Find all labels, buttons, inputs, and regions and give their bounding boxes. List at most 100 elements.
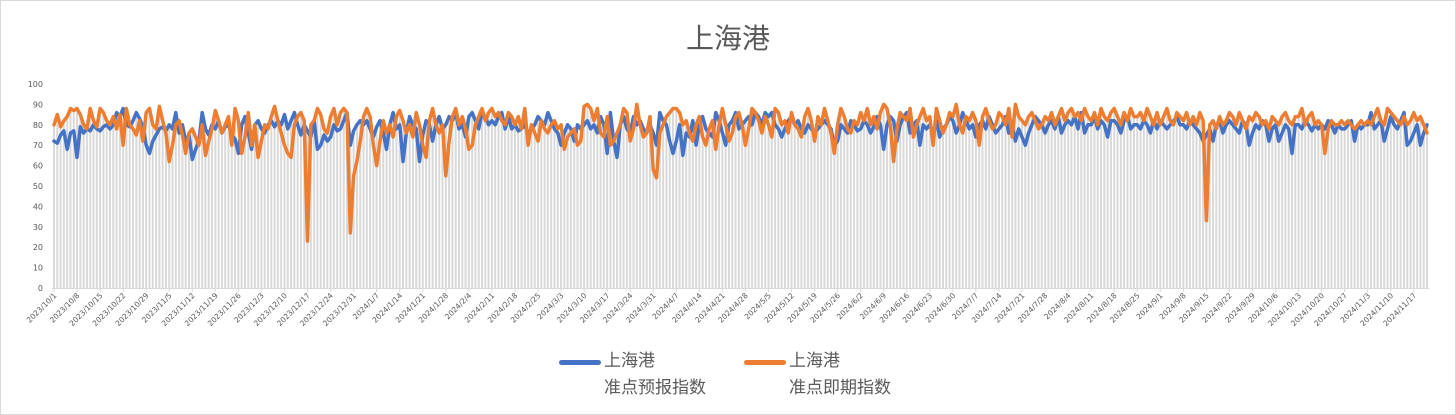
column-bar [1310,112,1313,288]
column-bar [1402,112,1405,288]
column-bar [161,120,164,288]
column-bar [711,120,714,288]
column-bar [1274,120,1277,288]
column-bar [141,126,144,288]
y-tick-label: 40 [33,202,43,211]
column-bar [1030,112,1033,288]
column-bar [612,141,615,288]
legend-item-forecast[interactable]: 上海港 准点预报指数 [559,348,706,402]
column-bar [1327,120,1330,288]
column-bar [813,132,816,288]
column-bar [589,108,592,288]
column-bar [955,104,958,289]
column-bar [1304,120,1307,288]
column-bar [487,112,490,288]
column-bar [602,124,605,288]
column-bar [793,124,796,288]
column-bar [1228,112,1231,288]
column-bar [1297,116,1300,288]
column-bar [853,120,856,288]
column-bar [148,108,151,288]
column-bar [481,108,484,288]
column-bar [112,116,115,288]
column-bar [747,116,750,288]
column-bar [85,128,88,288]
column-bar [553,120,556,288]
column-bar [760,124,763,288]
column-bar [1416,120,1419,288]
column-bar [490,108,493,288]
column-bar [622,108,625,288]
y-tick-label: 30 [33,223,43,232]
y-tick-label: 70 [33,141,43,150]
column-bar [135,112,138,288]
column-bar [606,116,609,288]
column-bar [856,124,859,288]
column-bar [260,128,263,288]
column-bar [1409,120,1412,288]
column-bar [648,116,651,288]
column-bar [912,124,915,288]
column-bar [734,112,737,288]
column-bar [1093,112,1096,288]
column-bar [1264,120,1267,288]
column-bar [181,124,184,288]
column-bar [872,116,875,288]
column-bar [787,120,790,288]
column-bar [849,120,852,288]
column-bar [69,108,72,288]
column-bar [1379,120,1382,288]
column-bar [1169,120,1172,288]
column-bar [299,112,302,288]
column-bar [1399,120,1402,288]
column-bar [461,116,464,288]
column-bar [757,116,760,288]
column-bar [1057,116,1060,288]
column-bar [527,132,530,288]
column-bar [1156,112,1159,288]
column-bar [869,124,872,288]
legend-label: 上海港 准点预报指数 [604,348,706,402]
column-bar [806,108,809,288]
column-bar [224,124,227,288]
column-bar [550,120,553,288]
column-bar [369,116,372,288]
column-bar [1123,112,1126,288]
column-bar [257,120,260,288]
column-bar [187,132,190,288]
column-bar [1073,116,1076,288]
column-bar [1014,104,1017,289]
column-bar [362,116,365,288]
legend-item-spot[interactable]: 上海港 准点即期指数 [744,348,891,402]
column-bar [823,108,826,288]
column-bar [665,116,668,288]
column-bar [270,116,273,288]
column-bar [1340,120,1343,288]
column-bar [1050,112,1053,288]
y-tick-label: 10 [33,264,43,273]
column-bar [497,112,500,288]
column-bar [1363,124,1366,288]
column-bar [1284,112,1287,288]
column-bar [731,120,734,288]
column-bar [1221,124,1224,288]
column-bar [145,112,148,288]
column-bar [997,112,1000,288]
column-bar [543,124,546,288]
column-bar [280,124,283,288]
column-bar [1258,116,1261,288]
column-bar [313,120,316,288]
column-bar [66,116,69,288]
column-bar [592,120,595,288]
column-bar [309,124,312,288]
column-bar [1106,120,1109,288]
column-bar [803,116,806,288]
column-bar [99,108,102,288]
column-bar [1330,120,1333,288]
column-bar [945,124,948,288]
column-bar [434,124,437,288]
column-bar [1287,120,1290,288]
column-bar [1175,112,1178,288]
column-bar [1244,124,1247,288]
